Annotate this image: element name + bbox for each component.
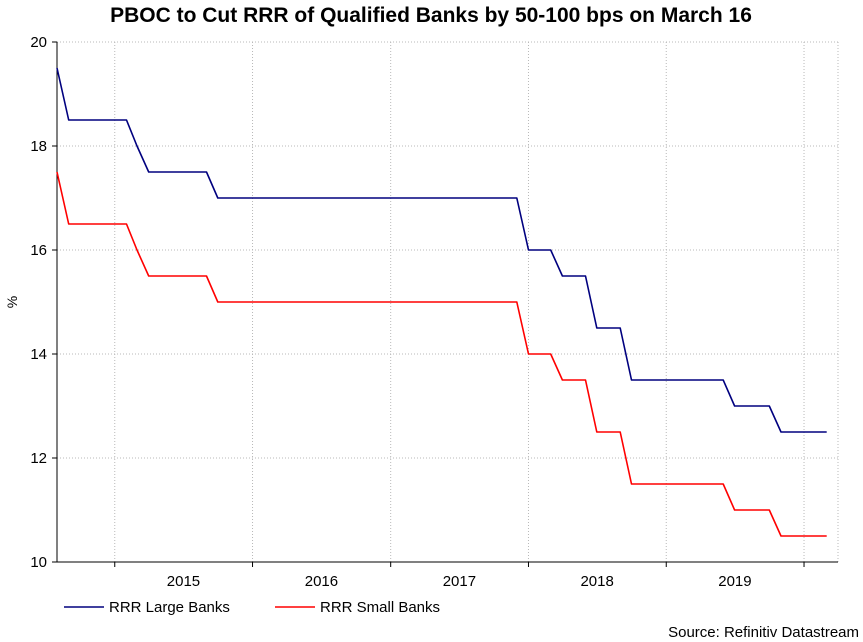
axes: 10 12 14 16 18 20 2015 2016 2017 2018 2019 <box>30 34 838 590</box>
x-tick-label: 2015 <box>167 573 200 590</box>
y-tick-label: 10 <box>30 554 47 571</box>
legend: RRR Large Banks RRR Small Banks <box>64 599 440 616</box>
series-lines <box>56 67 827 537</box>
y-tick-label: 16 <box>30 242 47 259</box>
grid <box>57 41 839 562</box>
x-tick-label: 2016 <box>305 573 338 590</box>
series-line-small-banks <box>56 171 827 537</box>
y-tick-label: 14 <box>30 346 47 363</box>
x-tick-label: 2019 <box>718 573 751 590</box>
y-tick-label: 18 <box>30 138 47 155</box>
y-tick-label: 12 <box>30 450 47 467</box>
source-note: Source: Refinitiv Datastream <box>668 624 859 641</box>
y-tick-label: 20 <box>30 34 47 51</box>
chart-title: PBOC to Cut RRR of Qualified Banks by 50… <box>110 4 752 27</box>
legend-label: RRR Small Banks <box>320 599 440 616</box>
series-line-large-banks <box>56 67 827 433</box>
y-axis-label: % <box>4 296 20 308</box>
legend-label: RRR Large Banks <box>109 599 230 616</box>
x-tick-label: 2017 <box>443 573 476 590</box>
x-tick-label: 2018 <box>580 573 613 590</box>
